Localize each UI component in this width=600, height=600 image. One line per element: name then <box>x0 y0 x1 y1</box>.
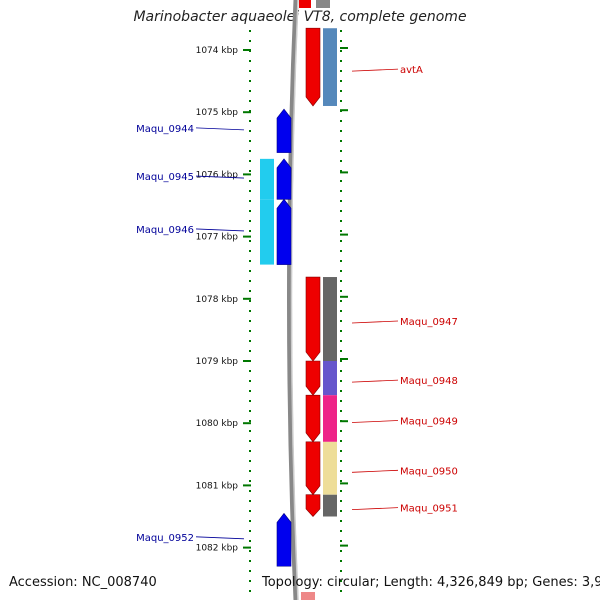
gene-arrow <box>276 198 292 265</box>
feature-layer <box>260 0 337 600</box>
cog-bar <box>323 441 337 495</box>
gene-label: Maqu_0951 <box>400 504 458 515</box>
cog-bar <box>323 277 337 361</box>
gene-arrow <box>276 108 292 153</box>
gene-label: avtA <box>400 65 423 76</box>
cog-bar <box>323 361 337 396</box>
backbone-track <box>287 0 299 600</box>
gene-label: Maqu_0944 <box>136 124 194 135</box>
gene-label-leader <box>195 228 245 232</box>
gene-label-leader <box>351 320 399 324</box>
gene-arrow <box>276 512 292 567</box>
accession-label: Accession: NC_008740 <box>9 575 157 590</box>
gene-label: Maqu_0950 <box>400 466 458 477</box>
gene-arrow-offscreen-bottom <box>301 592 315 600</box>
gene-arrow <box>276 158 292 200</box>
gene-arrow <box>305 276 321 362</box>
backbone-highlight <box>290 0 299 600</box>
gene-label: Maqu_0952 <box>136 533 194 544</box>
gene-arrow <box>305 494 321 517</box>
gene-label-leader <box>351 420 399 423</box>
gene-arrow <box>305 441 321 496</box>
gene-arrow <box>305 27 321 107</box>
ruler-tick-label: 1074 kbp <box>196 46 239 56</box>
ruler-tick-label: 1081 kbp <box>196 481 239 491</box>
gene-label-leader <box>351 379 399 383</box>
ruler-tick-label: 1075 kbp <box>196 108 239 118</box>
cog-bar <box>323 28 337 106</box>
cog-bar <box>323 395 337 442</box>
gene-label: Maqu_0946 <box>136 225 194 236</box>
cog-bar <box>323 494 337 517</box>
gene-label-leader <box>351 469 399 473</box>
gene-arrow-offscreen-top <box>299 0 311 8</box>
cog-bar-offscreen-top <box>316 0 330 8</box>
cog-bar <box>260 158 274 200</box>
gene-label: Maqu_0947 <box>400 317 458 328</box>
gene-label-leader <box>195 175 245 179</box>
ruler-tick-label: 1077 kbp <box>196 233 239 243</box>
gene-arrow <box>305 394 321 443</box>
label-layer: avtA Maqu_0944 Maqu_0945 Maqu_0946 Maqu_0947… <box>136 65 458 544</box>
ruler-tick-label: 1082 kbp <box>196 544 239 554</box>
gene-label: Maqu_0945 <box>136 172 194 183</box>
ruler-layer: 1074 kbp 1075 kbp 1076 kbp 1077 kbp 1078 kbp… <box>196 30 348 600</box>
backbone-layer <box>287 0 299 600</box>
ruler-tick-label: 1079 kbp <box>196 357 239 367</box>
gene-label-leader <box>351 507 399 511</box>
ruler-tick-label: 1078 kbp <box>196 295 239 305</box>
ruler-tick-label: 1076 kbp <box>196 170 239 180</box>
gene-arrow <box>305 360 321 396</box>
ruler-tick-label: 1080 kbp <box>196 419 239 429</box>
gene-label-leader <box>195 536 245 540</box>
gene-label-leader <box>195 127 245 131</box>
gene-label: Maqu_0948 <box>400 376 458 387</box>
map-title: Marinobacter aquaeolei VT8, complete gen… <box>133 9 467 25</box>
cog-bar <box>260 199 274 265</box>
topology-label: Topology: circular; Length: 4,326,849 bp… <box>262 575 600 590</box>
gene-label-leader <box>351 68 399 72</box>
gene-label: Maqu_0949 <box>400 417 458 428</box>
